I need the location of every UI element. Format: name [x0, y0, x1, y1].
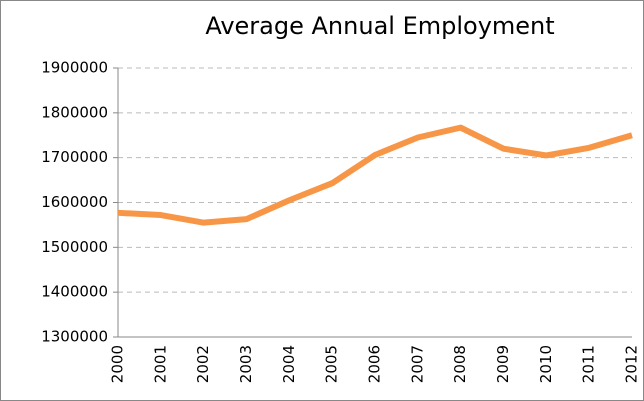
line-series	[117, 124, 633, 226]
x-tick-label: 2008	[451, 345, 469, 383]
y-tick-label: 1500000	[41, 238, 108, 256]
x-tick-label: 2009	[494, 345, 512, 383]
x-tick-label: 2003	[237, 345, 255, 383]
x-tick-label: 2000	[109, 345, 127, 383]
x-tick-label: 2004	[280, 345, 298, 383]
x-tick-label: 2006	[366, 345, 384, 383]
y-tick-label: 1300000	[41, 328, 108, 346]
x-tick-label: 2002	[194, 345, 212, 383]
x-tick-label: 2012	[623, 345, 641, 383]
y-tick-label: 1900000	[41, 59, 108, 77]
x-tick-label: 2005	[323, 345, 341, 383]
chart-title: Average Annual Employment	[205, 12, 554, 40]
y-tick-label: 1700000	[41, 148, 108, 166]
x-tick-label: 2011	[580, 345, 598, 383]
y-tick-label: 1600000	[41, 193, 108, 211]
x-tick-label: 2007	[408, 345, 426, 383]
x-tick-label: 2010	[537, 345, 555, 383]
y-tick-label: 1400000	[41, 283, 108, 301]
y-tick-label: 1800000	[41, 103, 108, 121]
x-tick-label: 2001	[151, 345, 169, 383]
